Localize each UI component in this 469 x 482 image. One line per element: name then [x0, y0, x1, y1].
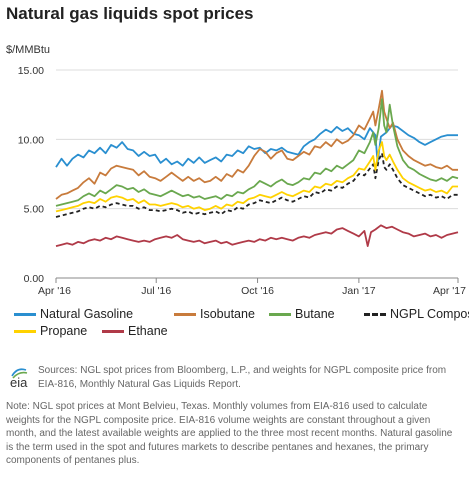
legend-swatch: [364, 313, 386, 317]
legend-item: Ethane: [102, 324, 168, 338]
x-tick-label: Apr '17: [433, 285, 466, 297]
y-tick-label: 0.00: [24, 273, 45, 285]
legend-label: Ethane: [128, 324, 168, 338]
legend-swatch: [269, 313, 291, 317]
legend-item: Propane: [14, 324, 87, 338]
legend-item: NGPL Composite: [364, 307, 469, 321]
y-axis-unit-label: $/MMBtu: [6, 44, 51, 56]
series-line-butane: [55, 98, 459, 207]
legend-label: Isobutane: [200, 307, 255, 321]
legend-swatch: [14, 313, 36, 317]
legend-item: Natural Gasoline: [14, 307, 133, 321]
series-line-ethane: [55, 224, 459, 247]
x-tick-label: Jul '16: [141, 285, 171, 297]
chart-title: Natural gas liquids spot prices: [6, 4, 254, 23]
x-tick-label: Oct '16: [241, 285, 274, 297]
line-chart: 0.00 5.00 10.00 15.00 Apr '16 Jul '16 Oct '16 J…: [18, 65, 466, 297]
series-line-isobutane: [55, 89, 458, 200]
legend-label: Natural Gasoline: [40, 307, 134, 321]
eia-logo-icon: eia: [10, 368, 28, 390]
legend-swatch: [174, 313, 196, 317]
legend-item: Isobutane: [174, 307, 255, 321]
legend-swatch: [14, 330, 36, 334]
series-line-propane: [55, 141, 458, 213]
y-tick-label: 10.00: [18, 134, 44, 146]
legend-item: Butane: [269, 307, 335, 321]
series-line-ngpl-composite: [55, 152, 458, 218]
legend-label: NGPL Composite: [390, 307, 469, 321]
note-text: Note: NGL spot prices at Mont Belvieu, T…: [6, 401, 453, 466]
x-tick-label: Jan '17: [342, 285, 376, 297]
legend-label: Propane: [40, 324, 88, 338]
sources-text: Sources: NGL spot prices from Bloomberg,…: [38, 365, 447, 390]
y-tick-label: 15.00: [18, 65, 44, 77]
y-tick-label: 5.00: [24, 204, 45, 216]
legend-swatch: [102, 330, 124, 334]
svg-text:eia: eia: [10, 375, 28, 390]
legend-label: Butane: [295, 307, 335, 321]
x-tick-label: Apr '16: [38, 285, 71, 297]
